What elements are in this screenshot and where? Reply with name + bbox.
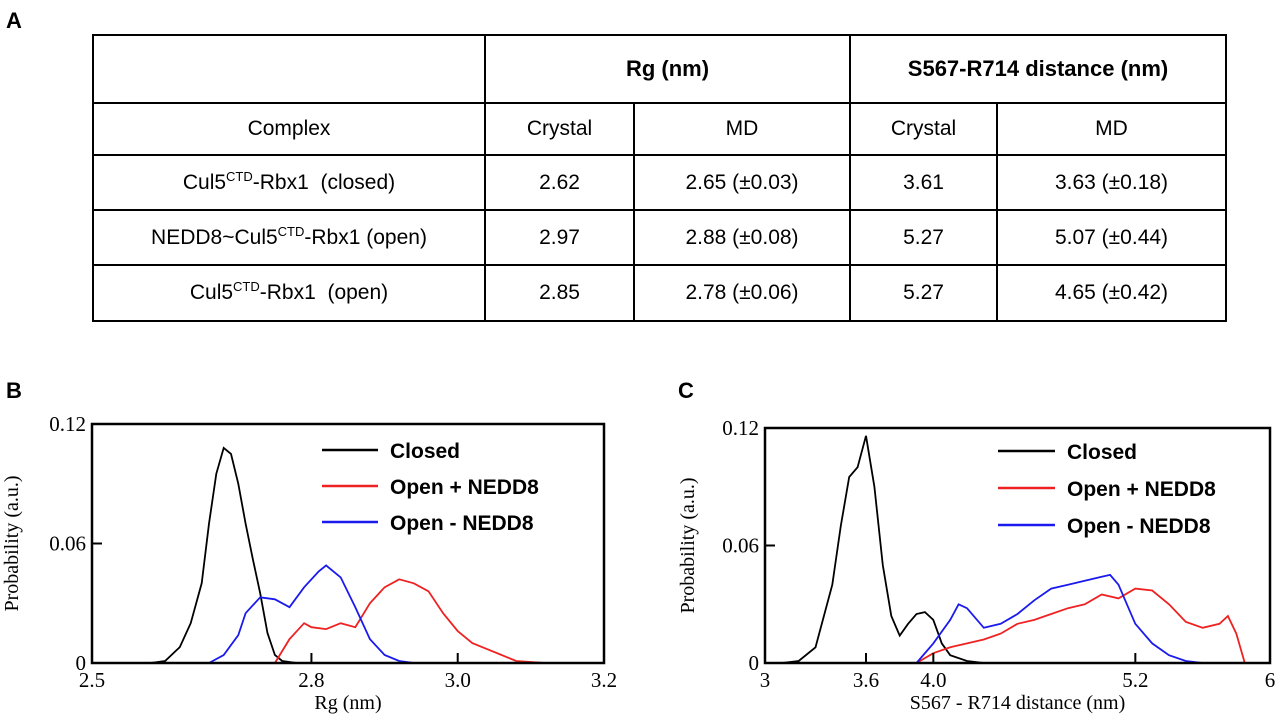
- complex-name: NEDD8~Cul5CTD-Rbx1 (open): [92, 209, 486, 266]
- dist-md-value: 5.07 (±0.44): [996, 209, 1227, 266]
- y-tick-label: 0.12: [722, 416, 759, 440]
- series-line-open-nedd8: [916, 587, 1246, 664]
- y-tick-label: 0: [76, 651, 87, 675]
- plot-frame: [763, 426, 1272, 665]
- rg-md-value: 2.65 (±0.03): [633, 154, 851, 211]
- y-tick-label: 0.06: [722, 534, 759, 558]
- legend-label: Closed: [390, 440, 460, 463]
- table-row: Cul5CTD-Rbx1 (closed) 2.62 2.65 (±0.03) …: [92, 154, 1227, 211]
- complex-name: Cul5CTD-Rbx1 (closed): [92, 154, 486, 211]
- rg-crystal-value: 2.97: [484, 209, 635, 266]
- y-tick-label: 0.12: [49, 412, 86, 436]
- chart-b-rg-distribution: 2.5 2.8 3.0 3.2 0 0.06 0.12 Rg (nm) Probability …: [1, 412, 617, 714]
- subheader-complex: Complex: [92, 102, 486, 156]
- table-subheader-row: Complex Crystal MD Crystal MD: [92, 102, 1227, 156]
- legend-label: Closed: [1067, 441, 1137, 464]
- legend-label: Open - NEDD8: [390, 512, 534, 535]
- subheader-rg-md: MD: [633, 102, 851, 156]
- x-tick-label: 3: [760, 668, 771, 692]
- x-tick-label: 5.2: [1122, 668, 1148, 692]
- x-axis-label: Rg (nm): [314, 692, 381, 714]
- rg-crystal-value: 2.85: [484, 264, 635, 322]
- rg-crystal-value: 2.62: [484, 154, 635, 211]
- panel-label-c: C: [678, 378, 694, 403]
- series-line-closed: [150, 446, 297, 664]
- dist-crystal-value: 5.27: [849, 264, 998, 322]
- rg-md-value: 2.88 (±0.08): [633, 209, 851, 266]
- legend-label: Open + NEDD8: [390, 476, 539, 499]
- legend-label: Open + NEDD8: [1067, 478, 1216, 501]
- series-line-open-nedd8: [208, 564, 414, 664]
- subheader-dist-crystal: Crystal: [849, 102, 998, 156]
- x-tick-label: 3.0: [445, 668, 471, 692]
- x-tick-label: 2.8: [298, 668, 324, 692]
- table-header-row: Rg (nm) S567-R714 distance (nm): [92, 34, 1227, 104]
- x-tick-label: 2.5: [79, 668, 105, 692]
- series-line-open-nedd8: [274, 578, 546, 664]
- series-line-open-nedd8: [915, 573, 1203, 664]
- x-tick-label: 3.2: [591, 668, 617, 692]
- panel-label-a: A: [6, 8, 22, 33]
- y-axis-label: Probability (a.u.): [677, 477, 699, 613]
- x-tick-label: 4.0: [920, 668, 946, 692]
- dist-md-value: 3.63 (±0.18): [996, 154, 1227, 211]
- legend-label: Open - NEDD8: [1067, 515, 1211, 538]
- subheader-dist-md: MD: [996, 102, 1227, 156]
- plot-frame: [90, 422, 606, 665]
- subheader-rg-crystal: Crystal: [484, 102, 635, 156]
- complex-name: Cul5CTD-Rbx1 (open): [92, 264, 486, 322]
- x-tick-label: 6: [1265, 668, 1276, 692]
- y-tick-label: 0: [749, 651, 760, 675]
- table-row: Cul5CTD-Rbx1 (open) 2.85 2.78 (±0.06) 5.…: [92, 264, 1227, 322]
- dist-md-value: 4.65 (±0.42): [996, 264, 1227, 322]
- rg-md-value: 2.78 (±0.06): [633, 264, 851, 322]
- dist-crystal-value: 5.27: [849, 209, 998, 266]
- y-axis-label: Probability (a.u.): [1, 475, 23, 611]
- table-row: NEDD8~Cul5CTD-Rbx1 (open) 2.97 2.88 (±0.…: [92, 209, 1227, 266]
- table-corner-cell: [92, 34, 486, 104]
- header-distance: S567-R714 distance (nm): [849, 34, 1227, 104]
- y-tick-label: 0.06: [49, 532, 86, 556]
- x-tick-label: 3.6: [853, 668, 879, 692]
- chart-c-distance-distribution: 3 3.6 4.0 5.2 6 0 0.06 0.12 S567 - R714 distance…: [677, 416, 1276, 714]
- series-line-closed: [781, 435, 984, 664]
- panel-label-b: B: [6, 378, 22, 403]
- dist-crystal-value: 3.61: [849, 154, 998, 211]
- x-axis-label: S567 - R714 distance (nm): [910, 692, 1126, 714]
- comparison-table: Rg (nm) S567-R714 distance (nm) Complex …: [92, 34, 1227, 322]
- header-rg: Rg (nm): [484, 34, 851, 104]
